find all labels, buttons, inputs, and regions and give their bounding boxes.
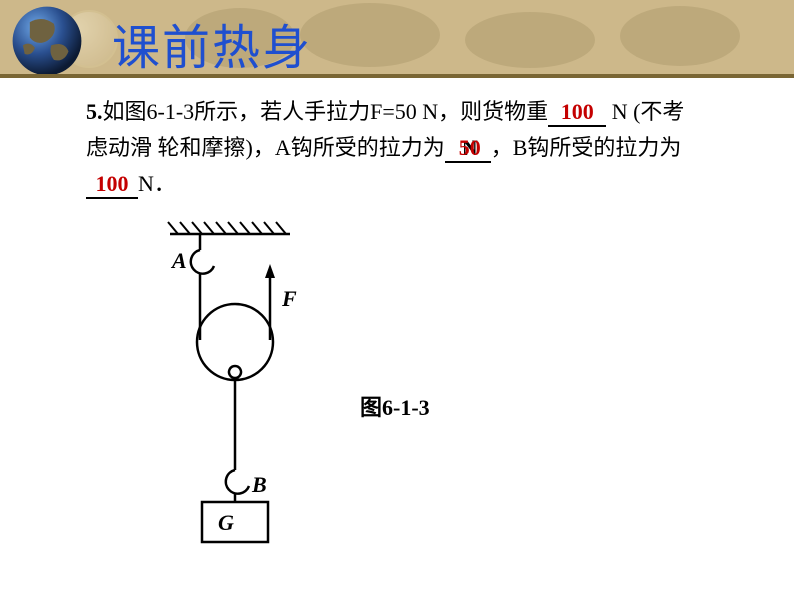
globe-icon <box>4 0 90 84</box>
label-A: A <box>170 248 187 273</box>
blank-2: 50N <box>445 137 491 163</box>
pulley-diagram: A F B G <box>140 220 340 555</box>
label-F: F <box>281 286 297 311</box>
answer-1: 100 <box>561 99 594 124</box>
figure-caption: 图6-1-3 <box>360 390 430 422</box>
q-number: 5. <box>86 99 103 124</box>
answer-3: 100 <box>96 171 129 196</box>
header-title: 课前热身 <box>112 8 312 78</box>
label-B: B <box>251 472 267 497</box>
question-text: 5.如图6-1-3所示，若人手拉力F=50 N，则货物重100 N (不考虑动滑… <box>86 94 706 202</box>
header-border <box>0 74 794 78</box>
blank-1: 100 <box>548 101 606 127</box>
q-part2b: ，B钩所受的拉力为 <box>491 135 682 160</box>
blank-3: 100 <box>86 173 138 199</box>
answer-2: 50 <box>459 137 481 159</box>
slide-header: 课前热身 <box>0 0 794 78</box>
label-G: G <box>218 510 234 535</box>
q-part1b: N <box>606 99 627 124</box>
q-part1a: 如图6-1-3所示，若人手拉力F=50 N，则货物重 <box>103 99 549 124</box>
q-part2c: N． <box>138 171 176 196</box>
